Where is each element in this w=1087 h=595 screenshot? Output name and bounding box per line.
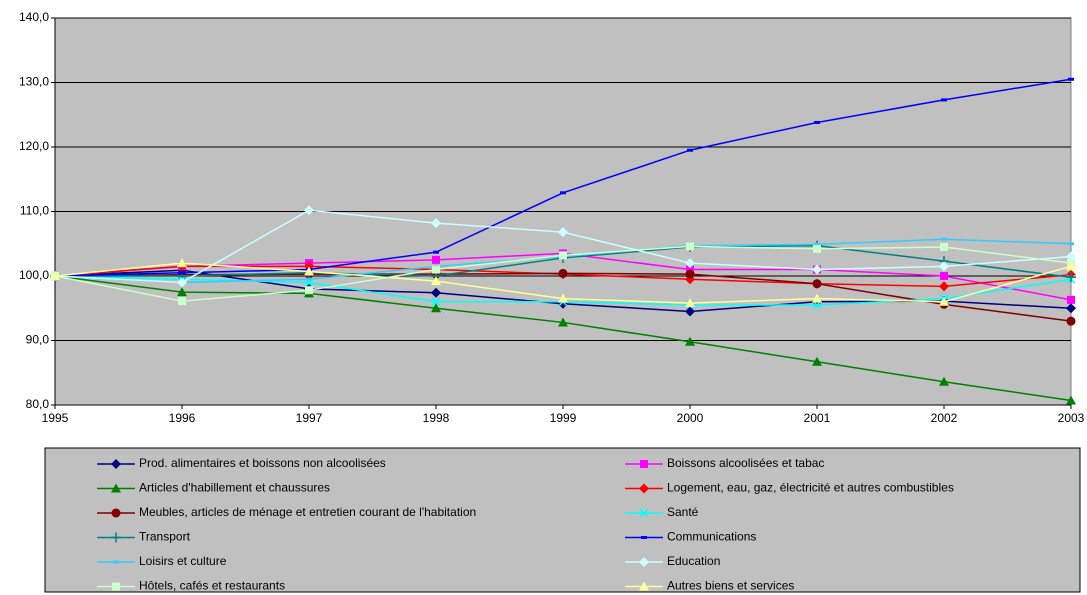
legend-marker [113, 560, 119, 564]
legend-label: Logement, eau, gaz, électricité et autre… [667, 481, 954, 495]
point-marker [941, 237, 947, 241]
point-marker [813, 244, 821, 253]
point-marker [939, 261, 949, 272]
point-marker [812, 293, 822, 303]
point-marker [1068, 77, 1074, 81]
legend-label: Autres biens et services [667, 579, 794, 593]
legend-marker [641, 536, 647, 539]
point-marker [558, 317, 568, 327]
y-tick-label: 130,0 [19, 75, 49, 89]
legend-marker [111, 532, 121, 543]
point-marker [685, 258, 695, 269]
point-marker [687, 148, 693, 152]
point-marker [939, 376, 949, 386]
x-tick-label: 1997 [296, 411, 323, 425]
point-marker [177, 277, 187, 288]
point-marker [177, 258, 187, 268]
point-marker [431, 297, 441, 307]
x-tick-label: 2003 [1058, 411, 1085, 425]
point-marker [685, 269, 695, 279]
point-marker [812, 356, 822, 366]
point-marker [304, 205, 314, 216]
point-marker [177, 287, 187, 297]
point-marker [1066, 395, 1076, 405]
point-marker [304, 266, 314, 276]
y-tick-label: 120,0 [19, 139, 49, 153]
point-marker [306, 277, 312, 281]
legend-marker [639, 508, 649, 518]
point-marker [812, 264, 822, 275]
legend-marker [639, 483, 649, 494]
point-marker [1067, 295, 1075, 304]
point-marker [1066, 261, 1076, 271]
legend-label: Hôtels, cafés et restaurants [139, 579, 285, 593]
point-marker [559, 251, 567, 260]
x-tick-label: 2001 [804, 411, 831, 425]
point-marker [432, 265, 440, 274]
point-marker [178, 297, 186, 306]
point-marker [686, 242, 694, 251]
point-marker [940, 272, 948, 280]
legend-marker [639, 557, 649, 567]
legend-marker [639, 581, 649, 591]
legend-marker [111, 483, 121, 493]
x-tick-label: 1999 [550, 411, 577, 425]
point-marker [431, 287, 441, 298]
point-marker [1066, 272, 1076, 283]
point-marker [558, 268, 568, 278]
legend-label: Articles d'habillement et chaussures [139, 481, 330, 495]
legend-label: Santé [667, 505, 699, 519]
legend-marker [112, 582, 120, 591]
point-marker [941, 98, 947, 102]
y-tick-label: 140,0 [19, 10, 49, 24]
point-marker [50, 271, 60, 280]
point-marker [940, 242, 948, 251]
legend-label: Education [667, 554, 720, 568]
point-marker [1066, 316, 1076, 326]
y-tick-label: 90,0 [26, 333, 50, 347]
x-tick-label: 1996 [169, 411, 196, 425]
point-marker [939, 296, 949, 306]
legend-marker [111, 459, 121, 469]
y-tick-label: 80,0 [26, 397, 50, 411]
legend-label: Loisirs et culture [139, 554, 227, 568]
point-marker [431, 218, 441, 229]
y-tick-label: 100,0 [19, 268, 49, 282]
legend-label: Boissons alcoolisées et tabac [667, 456, 824, 470]
point-marker [1066, 303, 1076, 314]
point-marker [560, 191, 566, 195]
point-marker [558, 293, 568, 303]
point-marker [558, 227, 568, 238]
x-tick-label: 1995 [42, 411, 69, 425]
point-marker [431, 276, 441, 286]
point-marker [685, 298, 695, 308]
legend-box [44, 447, 1081, 593]
point-marker [305, 286, 313, 295]
legend-marker [640, 460, 648, 468]
point-marker [179, 271, 185, 275]
legend-label: Prod. alimentaires et boissons non alcoo… [139, 456, 386, 470]
x-tick-label: 2002 [931, 411, 958, 425]
point-marker [814, 242, 820, 246]
point-marker [812, 279, 822, 289]
x-tick-label: 2000 [677, 411, 704, 425]
point-marker [685, 336, 695, 346]
legend-marker [111, 508, 121, 518]
point-marker [685, 306, 695, 317]
legend-label: Communications [667, 530, 756, 544]
point-marker [814, 120, 820, 124]
point-marker [433, 250, 439, 254]
point-marker [686, 265, 694, 274]
y-tick-label: 110,0 [20, 204, 49, 218]
point-marker [431, 303, 441, 313]
point-marker [1068, 242, 1074, 246]
legend-label: Transport [139, 530, 191, 544]
point-marker [939, 281, 949, 292]
legend-label: Meubles, articles de ménage et entretien… [139, 505, 476, 519]
x-tick-label: 1998 [423, 411, 450, 425]
point-marker [432, 255, 440, 264]
